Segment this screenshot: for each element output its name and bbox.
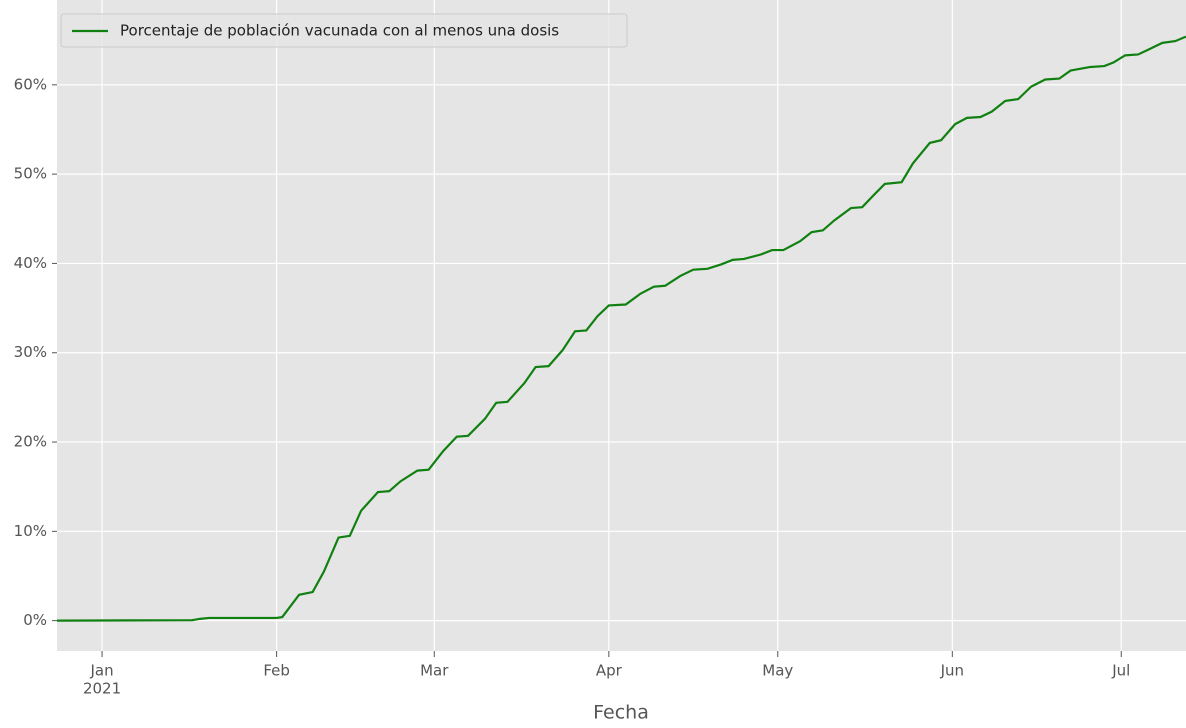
y-tick-label: 30%: [14, 343, 47, 361]
plot-area: [57, 0, 1186, 651]
x-tick-label: Feb: [263, 662, 290, 680]
x-tick-label: Jun: [940, 662, 964, 680]
data-line: [56, 35, 1186, 622]
y-tick-label: 10%: [14, 522, 47, 540]
x-year-label: 2021: [83, 680, 121, 698]
x-tick-label: Apr: [596, 662, 623, 680]
legend-box: [60, 13, 628, 48]
x-tick-label: May: [762, 662, 793, 680]
x-axis-label: Fecha: [593, 702, 649, 724]
y-tick-label: 40%: [14, 254, 47, 272]
legend-label: Porcentaje de población vacunada con al …: [120, 22, 559, 40]
y-tick-label: 50%: [14, 165, 47, 183]
x-tick-label: Jan: [89, 662, 113, 680]
y-tick-label: 60%: [14, 75, 47, 93]
y-tick-label: 0%: [23, 611, 47, 629]
y-tick-label: 20%: [14, 433, 47, 451]
x-tick-label: Jul: [1111, 662, 1130, 680]
x-tick-label: Mar: [420, 662, 449, 680]
